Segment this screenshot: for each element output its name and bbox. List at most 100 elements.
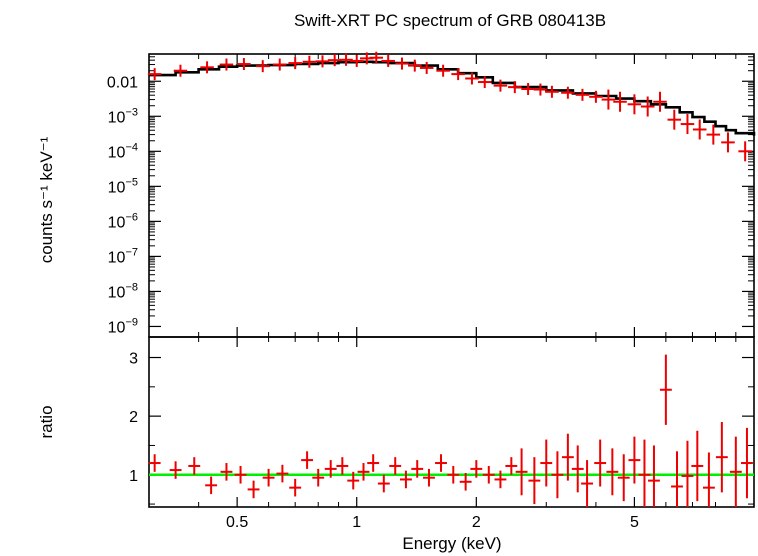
chart-title: Swift-XRT PC spectrum of GRB 080413B [294,11,606,30]
ratio-data-point [581,460,593,507]
ratio-y-tick-label: 2 [129,409,138,426]
ratio-data-point [188,457,201,475]
ratio-data-point [389,457,402,475]
spectrum-data-point [508,81,522,94]
spectrum-data-point [272,58,287,71]
spectrum-data-point [255,60,270,73]
ratio-data-point [169,461,182,479]
ratio-data-point [741,427,753,499]
spectrum-data-point [738,141,752,162]
spectrum-data-point [561,86,575,99]
spectrum-y-tick-label: 10−4 [108,141,138,161]
spectrum-data-point [613,91,627,112]
ratio-data-point [262,468,275,487]
spectrum-y-tick-label: 10−3 [108,106,138,126]
ratio-panel: 0.5 1 2 5 1 2 3 ratio Energy (keV) [37,336,755,553]
ratio-data-point [289,478,302,497]
spectrum-data-point [640,96,655,117]
ratio-data-point [423,468,435,487]
spectrum-data-point [465,72,479,85]
spectrum-y-tick-label: 10−7 [108,246,138,266]
spectrum-y-tick-label: 0.01 [107,74,138,91]
spectrum-data-point [680,114,695,135]
spectrum-data-point [692,119,707,140]
ratio-data-point [459,473,472,491]
spectrum-data-point [327,54,342,67]
ratio-data-point [220,463,233,481]
ratio-data-point [482,465,495,484]
spectrum-y-label: counts s⁻¹ keV⁻¹ [37,136,56,263]
ratio-data-point [505,457,518,475]
ratio-data-point [671,451,683,507]
x-tick-label: 2 [472,514,481,531]
spectrum-data-point [147,68,162,81]
spectrum-data-point [436,64,450,77]
ratio-y-tick-label: 3 [129,351,138,368]
ratio-data-point [617,454,630,502]
ratio-data-point [528,457,541,505]
ratio-y-label: ratio [37,405,56,438]
ratio-data-point [276,464,289,483]
spectrum-data-point [349,54,364,67]
spectrum-data-point [381,54,395,67]
spectrum-data-point [477,76,492,89]
ratio-data-point [447,465,460,484]
x-tick-label: 5 [630,514,639,531]
ratio-data-point [702,452,715,507]
spectrum-data-point [533,83,548,96]
ratio-data-point [324,460,337,478]
spectrum-data-point [173,64,188,77]
ratio-data-point [399,470,412,489]
spectrum-data-point [545,85,559,98]
ratio-data-point [659,354,672,425]
ratio-data-point [561,433,574,481]
ratio-data-point [312,468,325,487]
ratio-data-point [691,430,704,502]
spectrum-data-point [575,88,590,101]
spectrum-data-point [653,91,667,112]
ratio-data-point [377,474,390,493]
ratio-data-point [367,454,380,472]
spectrum-y-tick-label: 10−5 [108,176,138,196]
ratio-data-point [606,448,619,496]
spectrum-data-point [667,109,682,130]
ratio-data-point [470,460,483,478]
ratio-data-point [628,436,641,484]
spectrum-data-point [721,132,735,153]
spectrum-data-point [315,55,330,68]
spectrum-data-point [288,57,302,70]
ratio-data-point [336,457,349,475]
ratio-data-point [515,448,528,496]
spectrum-y-tick-label: 10−6 [108,211,138,231]
spectrum-data-point [451,68,465,81]
spectrum-y-tick-label: 10−8 [108,281,138,301]
spectrum-data-point [219,58,234,71]
ratio-data-point [715,422,728,493]
spectrum-data-point [627,94,642,115]
ratio-data-point [729,436,742,507]
spectrum-data-point [601,89,616,110]
spectrum-data-point [419,61,434,74]
x-tick-label: 0.5 [226,514,248,531]
ratio-frame [148,336,755,508]
ratio-data-point [648,445,660,507]
ratio-data-point [571,445,584,493]
model-curve [149,60,756,136]
spectrum-data-point [369,51,384,64]
ratio-data-point [551,451,564,499]
ratio-data-point [411,460,424,478]
ratio-y-tick-label: 1 [129,468,138,485]
spectrum-data-point [200,61,214,74]
ratio-data-point [234,465,247,484]
ratio-data-point [148,454,161,472]
spectrum-y-tick-label: 10−9 [108,316,138,336]
ratio-data-point [205,476,218,495]
ratio-data-point [540,439,553,487]
spectrum-data-point [493,79,508,92]
ratio-data-point [347,471,360,490]
ratio-data-point [638,439,651,507]
ratio-data-point [357,463,370,481]
spectrum-panel: 0.01 10−3 10−4 10−5 10−6 10−7 10−8 10−9 counts … [37,51,756,338]
spectrum-data-point [521,83,535,96]
